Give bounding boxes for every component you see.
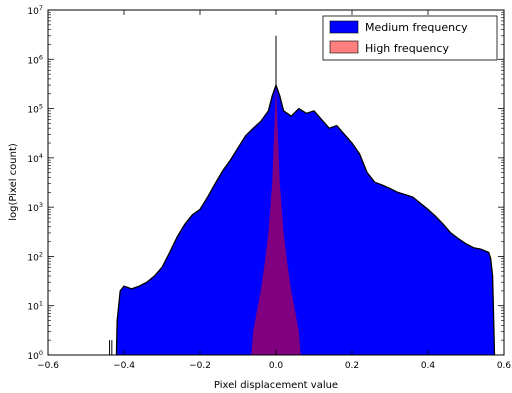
y-tick-label: 100 xyxy=(27,349,43,362)
series-medium-frequency-edge xyxy=(115,83,496,356)
ticks-layer: −0.6 −0.4 −0.2 0.0 0.2 0.4 0.6 100 101 102 103 104 1… xyxy=(27,4,511,371)
y-tick-label: 104 xyxy=(27,152,43,165)
x-tick-label: −0.6 xyxy=(37,361,59,371)
y-axis-label: log(Pixel count) xyxy=(8,143,19,221)
series-high-frequency-area xyxy=(251,85,301,356)
x-tick-label: 0.2 xyxy=(345,361,359,371)
x-tick-label: 0.6 xyxy=(497,361,512,371)
series-layer xyxy=(109,35,496,356)
x-tick-label: 0.4 xyxy=(421,361,436,371)
legend-swatch-high-frequency xyxy=(329,40,359,54)
y-tick-label: 103 xyxy=(27,201,43,214)
x-tick-label: −0.4 xyxy=(113,361,135,371)
legend: Medium frequency High frequency xyxy=(322,15,498,61)
legend-label-high-frequency: High frequency xyxy=(365,42,449,55)
y-tick-label: 101 xyxy=(27,300,43,313)
y-tick-label: 105 xyxy=(27,103,43,116)
y-tick-label: 107 xyxy=(27,4,43,17)
y-tick-label: 106 xyxy=(27,53,43,66)
y-tick-label: 102 xyxy=(27,250,43,263)
x-tick-label: −0.2 xyxy=(189,361,211,371)
series-medium-frequency-area xyxy=(116,85,495,356)
legend-swatch-medium-frequency xyxy=(329,20,359,34)
legend-label-medium-frequency: Medium frequency xyxy=(365,21,468,34)
x-tick-label: 0.0 xyxy=(269,361,284,371)
x-axis-label: Pixel displacement value xyxy=(214,380,338,391)
